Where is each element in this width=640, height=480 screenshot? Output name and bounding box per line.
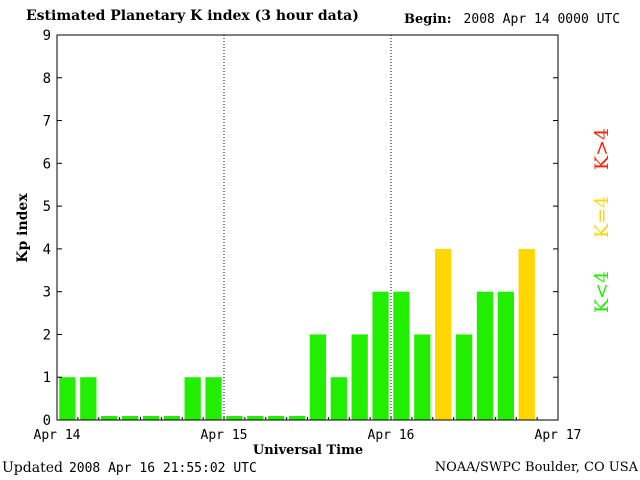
begin-value: 2008 Apr 14 0000 UTC [463,12,621,27]
kp-bar [497,291,514,420]
updated-time: Updated 2008 Apr 16 21:55:02 UTC [2,460,257,476]
kp-bar [268,416,285,420]
kp-bar [80,377,97,420]
kp-bar [288,416,306,420]
kp-bar [435,248,452,420]
kp-bar [226,416,243,420]
x-tick-label: Apr 17 [535,428,582,443]
x-tick-label: Apr 14 [34,428,81,443]
kp-bar [309,334,327,420]
x-axis-label: Universal Time [253,443,363,458]
x-tick-label: Apr 16 [368,428,415,443]
legend-k-less-4: K<4 [591,270,614,314]
kp-bar [414,334,431,420]
kp-bar [372,291,389,420]
begin-label: Begin: [404,12,452,27]
x-tick-label: Apr 15 [201,428,248,443]
y-tick-label: 1 [43,370,51,386]
credit-text: NOAA/SWPC Boulder, CO USA [434,460,638,475]
kp-bar [142,416,160,420]
legend-k-equal-4: K=4 [591,195,614,239]
bar-series [59,248,535,420]
y-tick-label: 8 [43,71,51,87]
y-tick-label: 2 [43,327,51,343]
kp-bar [393,291,410,420]
kp-bar [518,248,535,420]
kp-bar [247,416,264,420]
kp-bar [351,334,368,420]
kp-bar [163,416,180,420]
kp-bar [476,291,494,420]
chart-title: Estimated Planetary K index (3 hour data… [26,8,359,24]
kp-bar [101,416,118,420]
kp-bar [184,377,201,420]
y-tick-label: 0 [43,413,51,429]
y-axis-ticks: 0 1 2 3 4 5 6 7 8 9 [43,28,558,429]
y-tick-label: 5 [43,199,51,215]
kp-bar [205,377,222,420]
begin-time: Begin: 2008 Apr 14 0000 UTC [404,12,620,27]
kp-bar [455,334,473,420]
updated-label: Updated [2,460,63,476]
updated-value: 2008 Apr 16 21:55:02 UTC [68,461,257,476]
day-separators [223,35,392,420]
y-tick-label: 3 [43,285,51,301]
y-tick-label: 9 [43,28,51,44]
kp-bar [330,377,347,420]
y-tick-label: 6 [43,156,51,172]
kp-bar [59,377,76,420]
y-tick-label: 4 [43,242,51,258]
x-axis-ticks: Apr 14 Apr 15 Apr 16 Apr 17 [34,417,582,443]
y-axis-label: Kp index [15,193,31,263]
legend-k-greater-4: K>4 [591,127,614,171]
kp-bar [121,416,139,420]
y-tick-label: 7 [43,114,51,130]
